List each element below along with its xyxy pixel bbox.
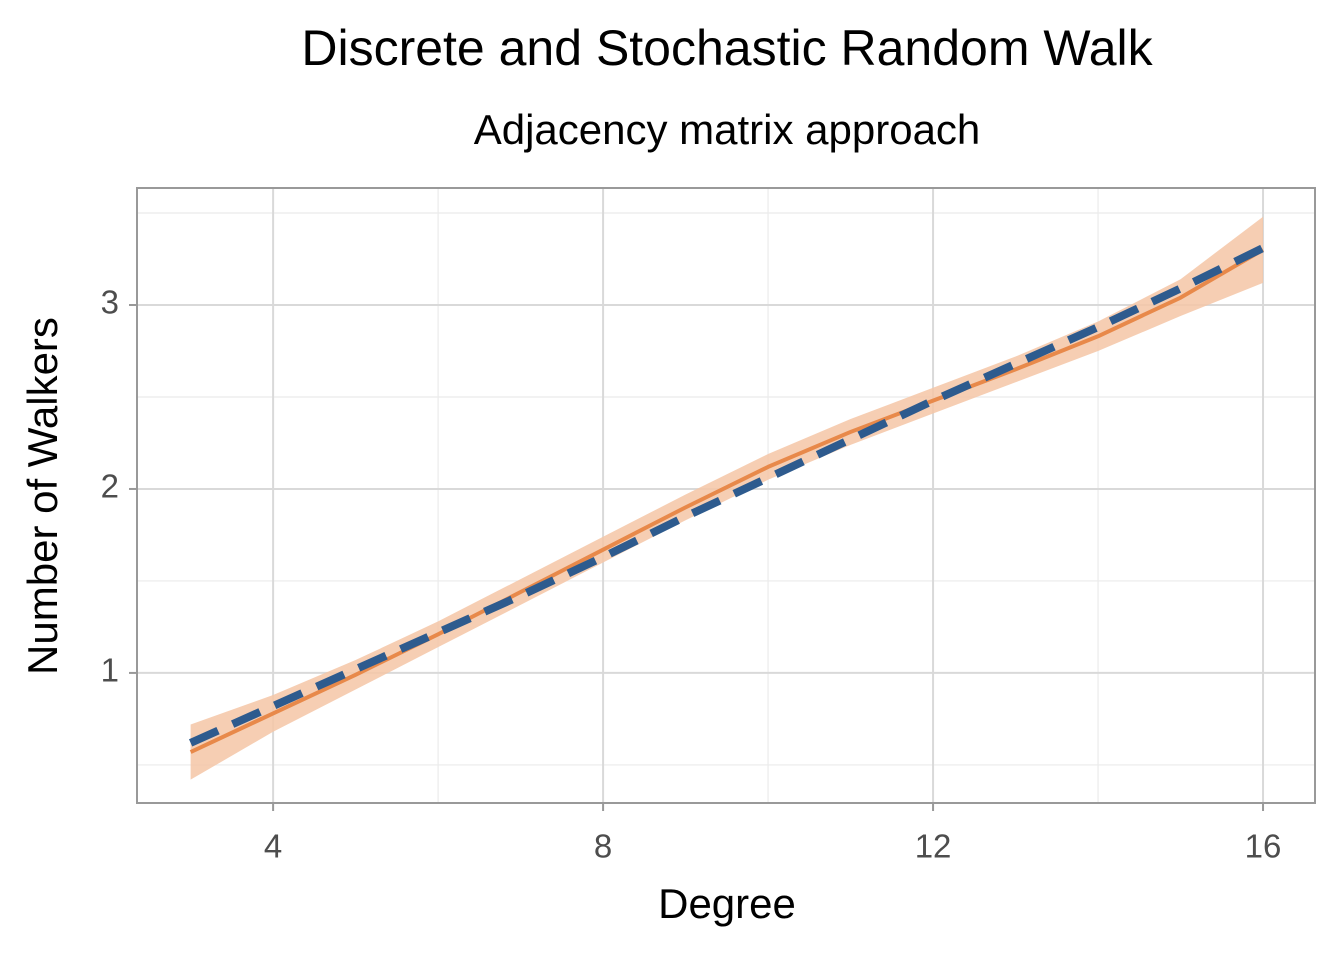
x-tick-label: 16: [1245, 828, 1282, 865]
x-tick-label: 8: [594, 828, 612, 865]
y-tick-label: 3: [101, 284, 119, 321]
y-tick-label: 1: [101, 652, 119, 689]
x-tick-label: 4: [264, 828, 282, 865]
confidence-band: [190, 216, 1264, 780]
y-axis-title: Number of Walkers: [19, 317, 66, 675]
x-tick-label: 12: [915, 828, 952, 865]
line: [188, 244, 1265, 747]
line: [189, 248, 1265, 754]
chart-title: Discrete and Stochastic Random Walk: [301, 20, 1153, 76]
x-axis-title: Degree: [658, 880, 796, 927]
y-tick-label: 2: [101, 468, 119, 505]
chart-subtitle: Adjacency matrix approach: [474, 106, 981, 153]
plot-border: [136, 187, 1316, 804]
